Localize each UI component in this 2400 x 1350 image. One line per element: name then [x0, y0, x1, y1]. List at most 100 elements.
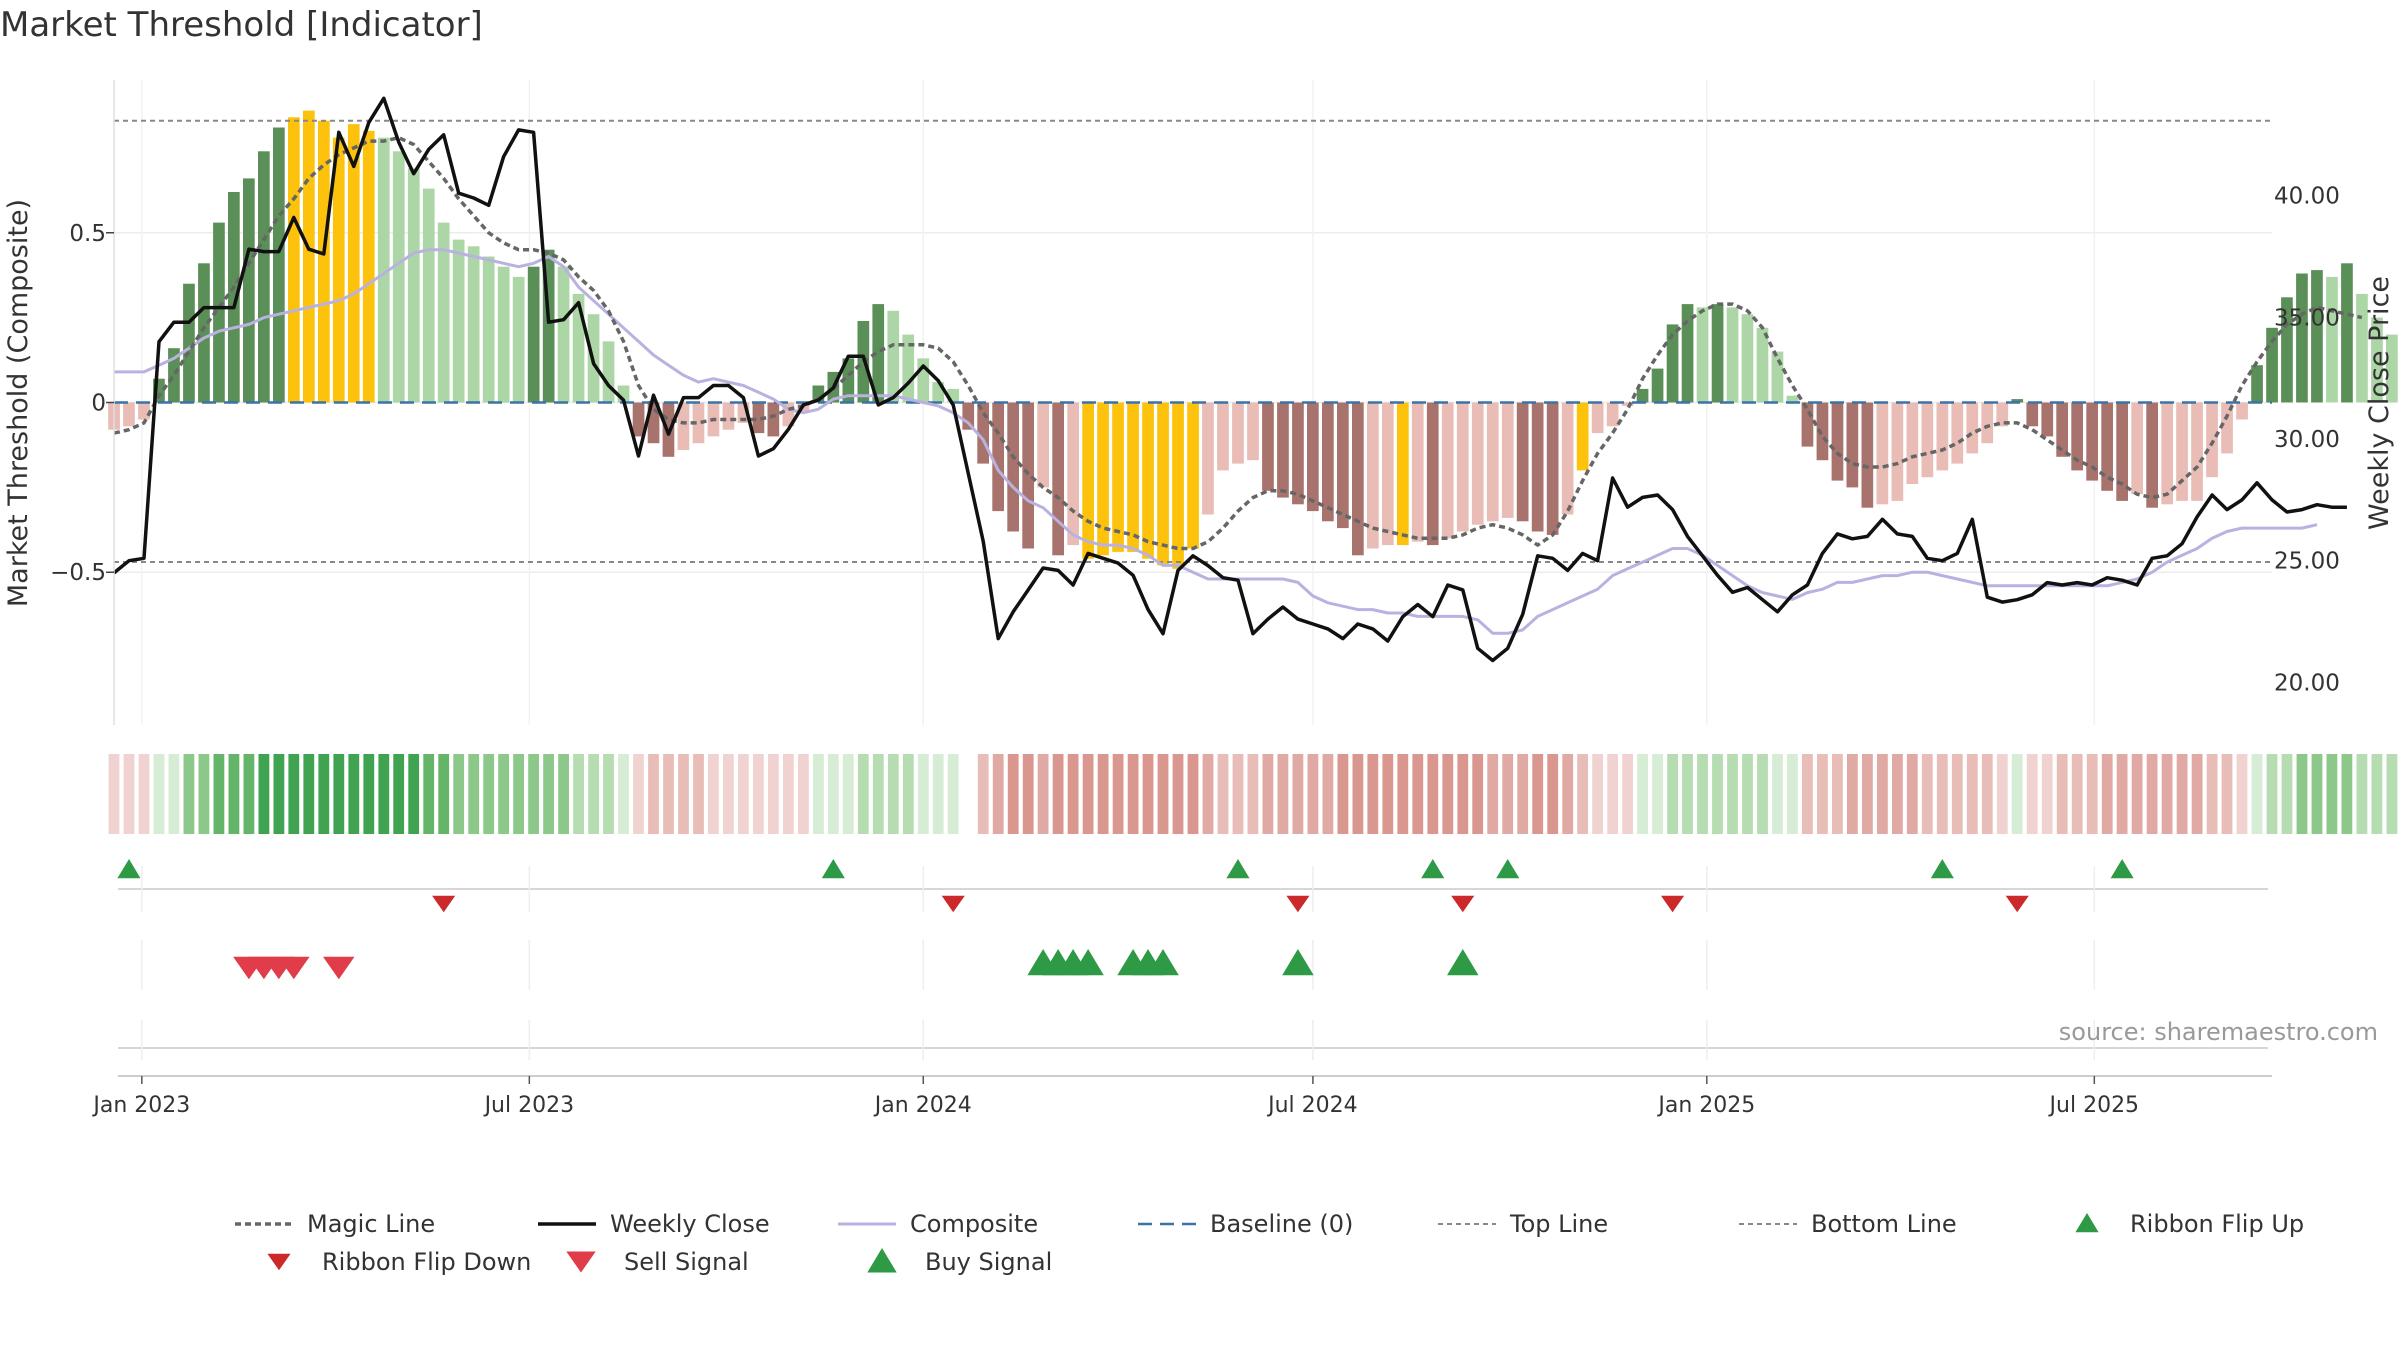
histogram-bar [347, 124, 360, 403]
ribbon-cell [1772, 754, 1783, 834]
legend-item-bottom: Bottom Line [1739, 1210, 1957, 1238]
composite-line [114, 248, 2318, 635]
histogram-bar [1996, 402, 2009, 427]
ribbon-cell [303, 754, 315, 834]
histogram-bar [872, 304, 885, 403]
ribbon-cell [1966, 754, 1978, 834]
histogram-bar [1576, 402, 1589, 471]
histogram-bar [1337, 402, 1349, 529]
ribbon-cell [798, 754, 809, 834]
histogram-bar [437, 222, 450, 403]
histogram-bar [2221, 402, 2233, 454]
ribbon-cell [1682, 754, 1693, 834]
ribbon-cell [2206, 754, 2218, 834]
histogram-bar [482, 256, 495, 403]
histogram-bar [2026, 402, 2039, 427]
histogram-bar [1367, 402, 1379, 549]
ribbon-cell [917, 754, 929, 834]
histogram-bar [992, 402, 1004, 512]
ribbon-cell [2266, 754, 2278, 834]
ribbon-cell [1577, 754, 1588, 834]
ribbon-cell [1906, 754, 1918, 834]
ribbon-strip [108, 754, 2398, 834]
histogram-bar [2191, 402, 2203, 501]
histogram-bar [2251, 365, 2263, 403]
ribbon-cell [603, 754, 614, 834]
legend-item-baseline: Baseline (0) [1138, 1210, 1353, 1238]
histogram-bar [377, 137, 390, 403]
ribbon-cell [1127, 754, 1139, 834]
histogram-bar [362, 130, 375, 403]
ribbon-cell [513, 754, 524, 834]
ribbon-cell [857, 754, 869, 834]
histogram-bar [1277, 402, 1289, 498]
histogram-bar [1411, 402, 1424, 542]
ribbon-cell [723, 754, 734, 834]
histogram-bar [2086, 402, 2098, 481]
histogram-bar [392, 151, 405, 403]
ribbon-flip-up-marker [1930, 859, 1954, 879]
ribbon-cell [872, 754, 884, 834]
legend-swatch [566, 1251, 596, 1273]
ribbon-cell [288, 754, 300, 834]
ribbon-cell [992, 754, 1004, 834]
histogram-bar [542, 249, 555, 403]
legend-label: Weekly Close [610, 1210, 770, 1238]
ribbon-cell [932, 754, 944, 834]
ribbon-cell [1862, 754, 1873, 834]
ribbon-cell [1607, 754, 1618, 834]
x-tick-label: Jul 2025 [2048, 1093, 2140, 1118]
legend-swatch [867, 1248, 897, 1273]
histogram-bar [1292, 402, 1304, 505]
histogram-bar [767, 402, 780, 437]
ribbon-cell [1412, 754, 1424, 834]
histogram-bar [1187, 402, 1199, 549]
ribbon-cell [543, 754, 554, 834]
histogram-bar [2311, 270, 2323, 403]
ribbon-cell [1262, 754, 1274, 834]
ribbon-cell [1877, 754, 1888, 834]
ribbon-cell [318, 754, 330, 834]
ribbon-cell [1667, 754, 1678, 834]
ribbon-cell [1622, 754, 1633, 834]
histogram-bar [228, 192, 240, 403]
histogram-bar [1621, 402, 1634, 406]
legend-item-sell: Sell Signal [566, 1248, 749, 1276]
histogram-bar [512, 276, 525, 403]
ribbon-cell [588, 754, 599, 834]
legend-item-flip_up: Ribbon Flip Up [2075, 1210, 2304, 1238]
ribbon-cell [483, 754, 495, 834]
histogram-bar [2281, 297, 2293, 403]
signal-markers [117, 859, 2268, 1060]
histogram-bar [1157, 402, 1169, 566]
ribbon-cell [393, 754, 405, 834]
ribbon-cell [1037, 754, 1049, 834]
ribbon-cell [1337, 754, 1349, 834]
ribbon-cell [1757, 754, 1768, 834]
histogram-bar [527, 266, 540, 403]
ribbon-cell [693, 754, 704, 834]
buy-signal-marker [1147, 949, 1179, 976]
x-tick-label: Jan 2024 [873, 1093, 972, 1118]
histogram-bar [243, 178, 255, 403]
ribbon-cell [123, 754, 135, 834]
ribbon-cell [1787, 754, 1798, 834]
ribbon-cell [1382, 754, 1394, 834]
histogram-bar [947, 388, 960, 403]
ribbon-cell [1817, 754, 1828, 834]
legend-label: Bottom Line [1811, 1210, 1957, 1238]
ribbon-cell [2131, 754, 2143, 834]
ribbon-cell [2161, 754, 2173, 834]
histogram-bar [2116, 402, 2128, 501]
ribbon-cell [423, 754, 435, 834]
magic-line [113, 135, 2363, 551]
histogram-bar [1831, 402, 1844, 481]
histogram-bar [2236, 402, 2248, 420]
ribbon-cell [2056, 754, 2068, 834]
histogram-bar [602, 341, 615, 403]
ribbon-flip-down-marker [1286, 895, 1310, 913]
histogram-bar [1876, 402, 1889, 505]
histogram-bar [1771, 351, 1784, 403]
histogram-bar [422, 188, 435, 403]
histogram-bar [1666, 324, 1679, 403]
